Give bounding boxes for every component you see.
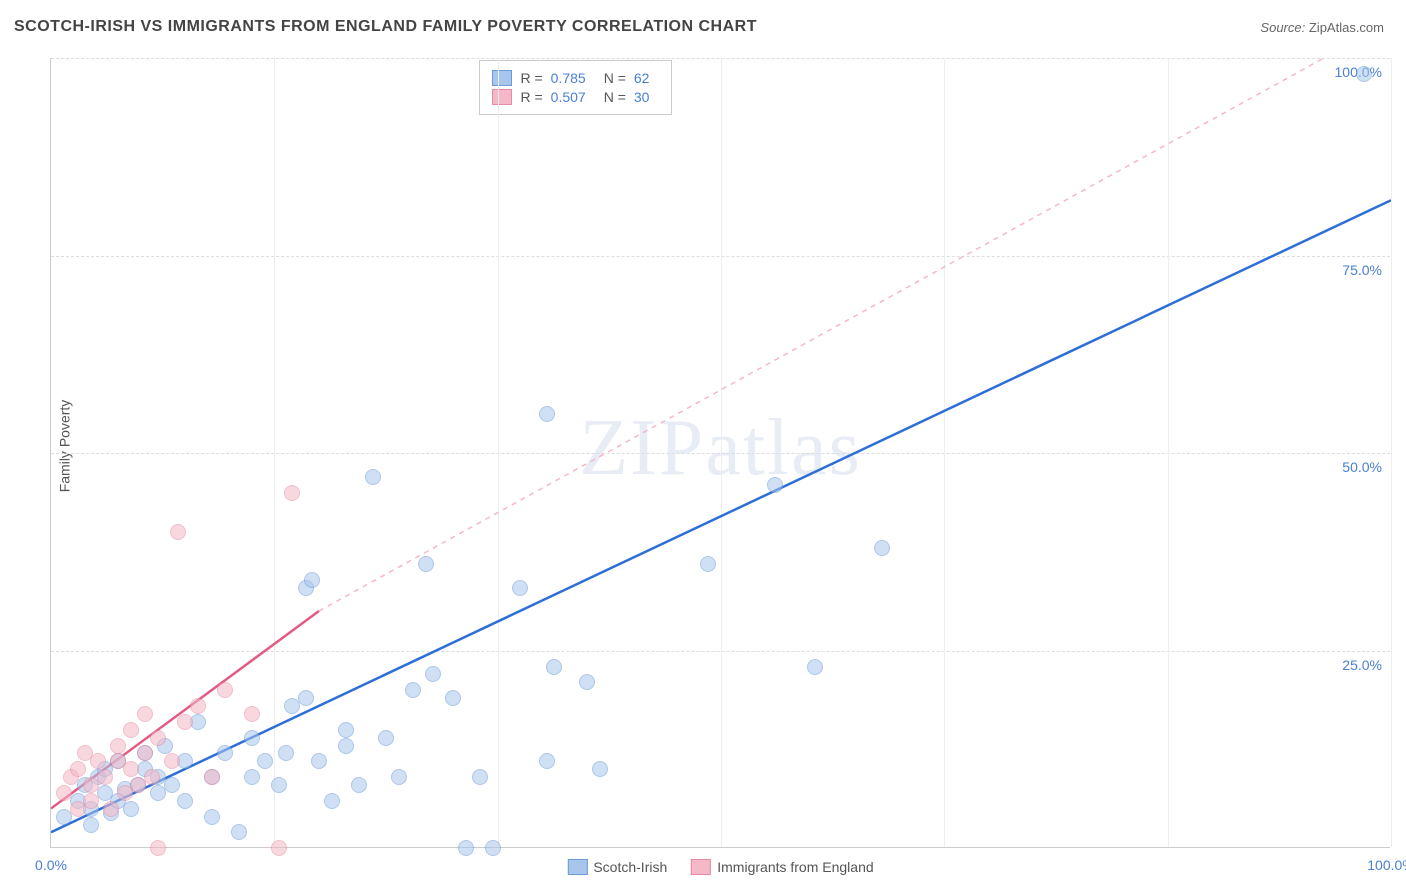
scatter-point [123, 722, 139, 738]
scatter-point [418, 556, 434, 572]
scatter-point [311, 753, 327, 769]
scatter-point [177, 714, 193, 730]
scatter-point [284, 485, 300, 501]
gridline-vertical [944, 58, 945, 847]
scatter-point [365, 469, 381, 485]
legend-item: Immigrants from England [691, 859, 873, 875]
scatter-point [807, 659, 823, 675]
scatter-point [103, 801, 119, 817]
scatter-point [244, 706, 260, 722]
scatter-point [378, 730, 394, 746]
scatter-point [204, 769, 220, 785]
n-label: N = [604, 89, 626, 105]
scatter-point [190, 698, 206, 714]
correlation-stats-box: R = 0.785 N = 62 R = 0.507 N = 30 [479, 60, 672, 115]
r-label: R = [520, 70, 542, 86]
scatter-point [137, 706, 153, 722]
scatter-point [539, 406, 555, 422]
legend-label: Scotch-Irish [593, 859, 667, 875]
stats-row: R = 0.785 N = 62 [492, 70, 659, 86]
scatter-point [512, 580, 528, 596]
scatter-point [150, 840, 166, 856]
series-swatch [492, 70, 512, 86]
scatter-point [231, 824, 247, 840]
scatter-point [874, 540, 890, 556]
scatter-point [257, 753, 273, 769]
scatter-point [304, 572, 320, 588]
scatter-point [351, 777, 367, 793]
chart-legend: Scotch-Irish Immigrants from England [567, 859, 873, 875]
scatter-point [97, 769, 113, 785]
n-label: N = [604, 70, 626, 86]
legend-item: Scotch-Irish [567, 859, 667, 875]
series-swatch [492, 89, 512, 105]
r-label: R = [520, 89, 542, 105]
scatter-point [767, 477, 783, 493]
scatter-point [298, 690, 314, 706]
scatter-point [164, 753, 180, 769]
source-attribution: Source: ZipAtlas.com [1260, 20, 1384, 35]
scatter-point [123, 761, 139, 777]
r-value: 0.507 [551, 89, 586, 105]
scatter-point [164, 777, 180, 793]
gridline-vertical [1391, 58, 1392, 847]
gridline-vertical [1168, 58, 1169, 847]
scatter-point [539, 753, 555, 769]
legend-swatch [567, 859, 587, 875]
scatter-point [204, 809, 220, 825]
scatter-point [83, 793, 99, 809]
legend-swatch [691, 859, 711, 875]
scatter-point [271, 777, 287, 793]
scatter-point [271, 840, 287, 856]
scatter-point [579, 674, 595, 690]
scatter-point [592, 761, 608, 777]
gridline-vertical [721, 58, 722, 847]
r-value: 0.785 [551, 70, 586, 86]
scatter-point [244, 769, 260, 785]
x-tick-label: 0.0% [35, 857, 67, 873]
scatter-point [324, 793, 340, 809]
chart-title: SCOTCH-IRISH VS IMMIGRANTS FROM ENGLAND … [14, 18, 757, 36]
scatter-point [391, 769, 407, 785]
scatter-point [70, 761, 86, 777]
gridline-vertical [274, 58, 275, 847]
scatter-point [90, 753, 106, 769]
source-value: ZipAtlas.com [1309, 20, 1384, 35]
scatter-point [110, 738, 126, 754]
scatter-point [405, 682, 421, 698]
y-tick-label: 75.0% [1342, 262, 1382, 278]
scatter-point [123, 801, 139, 817]
scatter-point [472, 769, 488, 785]
x-tick-label: 100.0% [1367, 857, 1406, 873]
scatter-point [144, 769, 160, 785]
gridline-vertical [498, 58, 499, 847]
scatter-point [217, 682, 233, 698]
scatter-point [338, 722, 354, 738]
scatter-plot-area: ZIPatlas R =0.785N =62R =0.507N =30 Scot… [50, 58, 1390, 848]
y-tick-label: 25.0% [1342, 657, 1382, 673]
scatter-point [177, 793, 193, 809]
stats-row: R = 0.507 N = 30 [492, 89, 659, 105]
scatter-point [485, 840, 501, 856]
scatter-point [56, 785, 72, 801]
scatter-point [278, 745, 294, 761]
scatter-point [546, 659, 562, 675]
scatter-point [338, 738, 354, 754]
scatter-point [150, 730, 166, 746]
scatter-point [445, 690, 461, 706]
legend-label: Immigrants from England [717, 859, 873, 875]
n-value: 62 [634, 70, 650, 86]
scatter-point [83, 817, 99, 833]
scatter-point [217, 745, 233, 761]
scatter-point [244, 730, 260, 746]
scatter-point [425, 666, 441, 682]
scatter-point [1356, 66, 1372, 82]
source-label: Source: [1260, 20, 1305, 35]
scatter-point [700, 556, 716, 572]
y-tick-label: 50.0% [1342, 459, 1382, 475]
scatter-point [170, 524, 186, 540]
scatter-point [137, 745, 153, 761]
n-value: 30 [634, 89, 650, 105]
scatter-point [458, 840, 474, 856]
